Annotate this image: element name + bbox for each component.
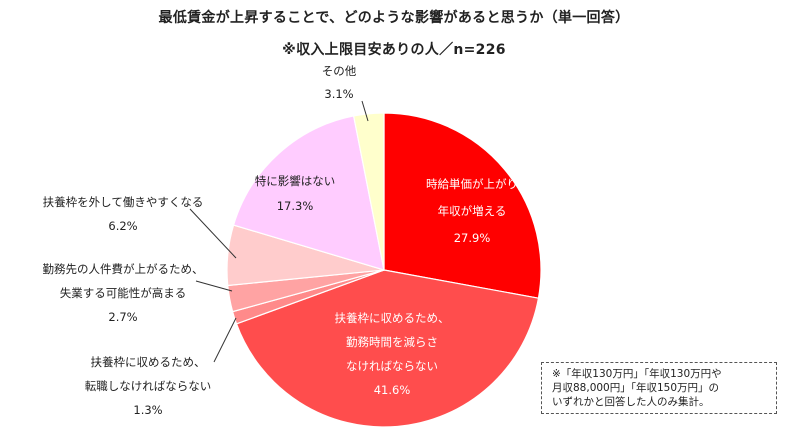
slice-value-label: 1.3%	[133, 403, 162, 417]
slice-category-label: なければならない	[346, 359, 438, 373]
slice-category-label: その他	[322, 64, 357, 78]
leader-line	[213, 317, 237, 363]
leader-line	[189, 208, 237, 259]
slice-value-label: 27.9%	[454, 231, 491, 245]
slice-category-label: 扶養枠に収めるため、	[91, 355, 206, 369]
slice-category-label: 時給単価が上がり	[426, 177, 518, 191]
chart-subtitle: ※収入上限目安ありの人／n=226	[282, 42, 506, 58]
slice-category-label: 扶養枠に収めるため、	[335, 311, 450, 325]
chart-title: 最低賃金が上昇することで、どのような影響があると思うか（単一回答）	[158, 10, 630, 26]
leader-line	[361, 100, 369, 122]
slice-category-label: 転職しなければならない	[85, 379, 212, 393]
slice-category-label: 勤務時間を減らさ	[346, 335, 438, 349]
slice-value-label: 17.3%	[277, 199, 314, 213]
footnote-line: ※「年収130万円」「年収130万円や	[552, 368, 722, 380]
footnote-line: 月収88,000円」「年収150万円」の	[552, 382, 720, 394]
slice-category-label: 扶養枠を外して働きやすくなる	[43, 195, 204, 209]
footnote-line: いずれかと回答した人のみ集計。	[552, 396, 710, 408]
slice-category-label: 失業する可能性が高まる	[60, 286, 187, 300]
slice-category-label: 勤務先の人件費が上がるため、	[43, 262, 204, 276]
pie-slice	[352, 112, 385, 271]
pie-slice	[383, 112, 542, 299]
slice-category-label: 年収が増える	[438, 204, 507, 218]
leader-line	[195, 280, 233, 292]
slice-value-label: 6.2%	[108, 219, 137, 233]
slice-value-label: 3.1%	[324, 87, 353, 101]
slice-value-label: 2.7%	[108, 310, 137, 324]
slice-value-label: 41.6%	[374, 383, 411, 397]
footnote-box: ※「年収130万円」「年収130万円や 月収88,000円」「年収150万円」の…	[541, 362, 777, 414]
slice-category-label: 特に影響はない	[255, 174, 336, 188]
pie-slice	[232, 115, 385, 271]
pie-slice	[235, 269, 540, 428]
